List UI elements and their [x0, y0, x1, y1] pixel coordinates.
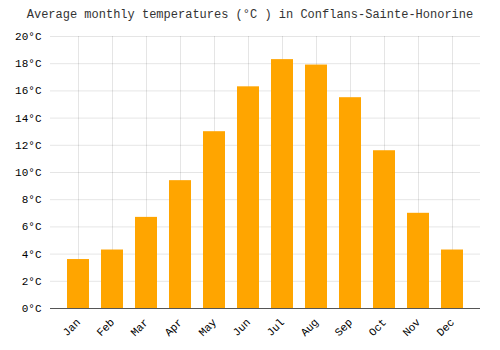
svg-text:Jan: Jan [61, 316, 83, 338]
svg-text:18°C: 18°C [15, 58, 42, 70]
svg-text:Sep: Sep [333, 316, 355, 338]
svg-text:Nov: Nov [401, 316, 424, 339]
svg-text:2°C: 2°C [22, 276, 42, 288]
svg-text:Oct: Oct [367, 316, 389, 338]
svg-text:16°C: 16°C [15, 85, 42, 97]
svg-text:6°C: 6°C [22, 221, 42, 233]
svg-text:Aug: Aug [299, 316, 321, 338]
svg-text:20°C: 20°C [15, 31, 42, 43]
svg-text:Feb: Feb [95, 316, 117, 338]
svg-text:4°C: 4°C [22, 249, 42, 261]
svg-text:8°C: 8°C [22, 194, 42, 206]
svg-text:14°C: 14°C [15, 113, 42, 125]
svg-text:0°C: 0°C [22, 303, 42, 315]
html-text:Average monthly temperatures (: Average monthly temperatures (°C ) in Co… [26, 8, 474, 22]
svg-text:12°C: 12°C [15, 140, 42, 152]
svg-text:Apr: Apr [163, 316, 185, 338]
svg-text:Jul: Jul [265, 316, 287, 338]
svg-text:Jun: Jun [231, 316, 253, 338]
svg-text:Dec: Dec [435, 316, 457, 338]
svg-text:Mar: Mar [129, 316, 151, 338]
svg-text:May: May [197, 316, 220, 339]
svg-text:10°C: 10°C [15, 167, 42, 179]
